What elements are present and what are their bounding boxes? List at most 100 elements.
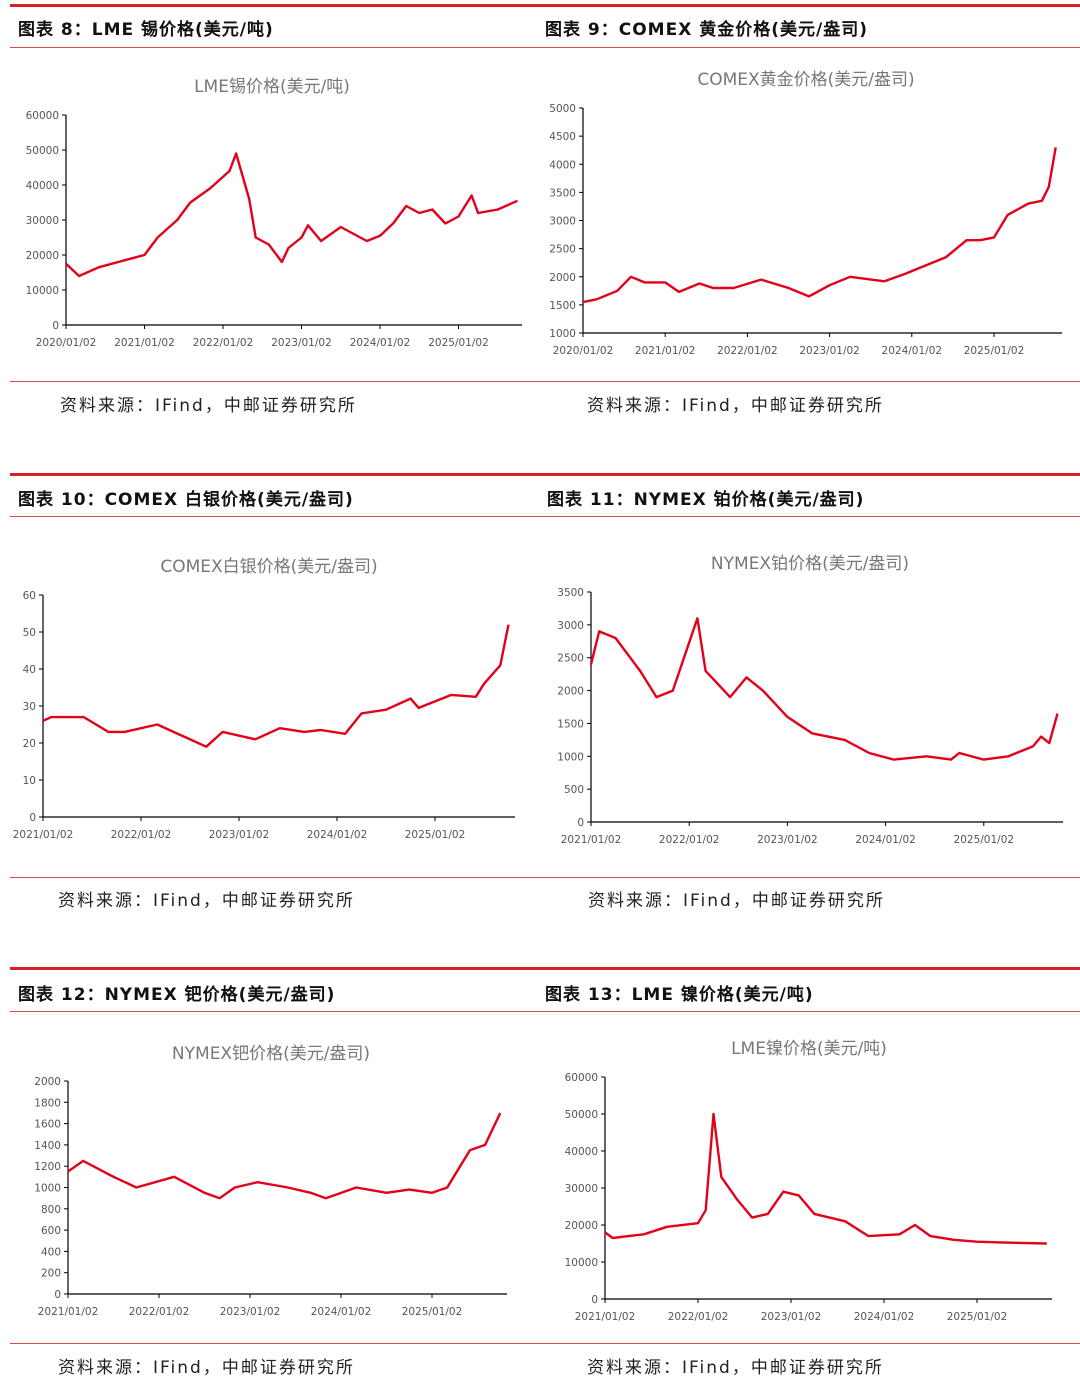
y-tick-label: 20000 bbox=[26, 250, 59, 262]
x-tick-label: 2025/01/02 bbox=[402, 1306, 463, 1318]
section-rule bbox=[10, 381, 1080, 382]
y-tick-label: 1200 bbox=[34, 1161, 61, 1173]
section-rule bbox=[10, 473, 1080, 476]
chart-title: COMEX白银价格(美元/盎司) bbox=[160, 557, 377, 577]
source-note: 资料来源：IFind，中邮证券研究所 bbox=[58, 1358, 355, 1378]
y-tick-label: 1500 bbox=[557, 718, 584, 730]
y-tick-label: 500 bbox=[564, 784, 584, 796]
y-tick-label: 4500 bbox=[549, 131, 576, 143]
x-tick-label: 2023/01/02 bbox=[761, 1311, 822, 1323]
y-tick-label: 2000 bbox=[557, 686, 584, 698]
y-tick-label: 2000 bbox=[34, 1076, 61, 1088]
y-tick-label: 30 bbox=[23, 701, 36, 713]
price-line bbox=[582, 147, 1057, 304]
y-tick-label: 40000 bbox=[26, 180, 59, 192]
y-tick-label: 0 bbox=[52, 320, 59, 332]
section-rule bbox=[10, 1343, 1080, 1344]
chart-title: NYMEX钯价格(美元/盎司) bbox=[172, 1044, 370, 1064]
x-tick-label: 2024/01/02 bbox=[311, 1306, 372, 1318]
y-tick-label: 10 bbox=[23, 775, 36, 787]
x-tick-label: 2025/01/02 bbox=[964, 345, 1025, 357]
y-tick-label: 40000 bbox=[565, 1146, 598, 1158]
y-tick-label: 0 bbox=[591, 1294, 598, 1306]
chart-11: NYMEX铂价格(美元/盎司) 0 500 1000 1500 2000 2500 3000 3… bbox=[557, 554, 1063, 846]
x-tick-label: 2025/01/02 bbox=[954, 834, 1015, 846]
x-tick-label: 2025/01/02 bbox=[428, 337, 489, 349]
x-tick-label: 2023/01/02 bbox=[799, 345, 860, 357]
x-tick-label: 2023/01/02 bbox=[220, 1306, 281, 1318]
y-tick-label: 3500 bbox=[557, 587, 584, 599]
source-note: 资料来源：IFind，中邮证券研究所 bbox=[587, 396, 884, 416]
y-tick-label: 0 bbox=[29, 812, 36, 824]
y-tick-label: 30000 bbox=[565, 1183, 598, 1195]
source-note: 资料来源：IFind，中邮证券研究所 bbox=[587, 1358, 884, 1378]
y-tick-label: 20 bbox=[23, 738, 36, 750]
x-tick-label: 2021/01/02 bbox=[38, 1306, 99, 1318]
figure-header-10: 图表 10：COMEX 白银价格(美元/盎司) bbox=[18, 490, 354, 510]
y-tick-label: 1000 bbox=[549, 328, 576, 340]
x-tick-label: 2022/01/02 bbox=[668, 1311, 729, 1323]
x-tick-label: 2021/01/02 bbox=[635, 345, 696, 357]
y-tick-label: 400 bbox=[41, 1246, 61, 1258]
source-note: 资料来源：IFind，中邮证券研究所 bbox=[588, 891, 885, 911]
y-tick-label: 2000 bbox=[549, 272, 576, 284]
y-tick-label: 50 bbox=[23, 627, 36, 639]
section-rule bbox=[10, 4, 1080, 7]
figure-header-13: 图表 13：LME 镍价格(美元/吨) bbox=[545, 985, 814, 1005]
y-tick-label: 50000 bbox=[26, 145, 59, 157]
x-tick-label: 2024/01/02 bbox=[854, 1311, 915, 1323]
y-tick-label: 10000 bbox=[26, 285, 59, 297]
y-tick-label: 0 bbox=[577, 817, 584, 829]
x-tick-label: 2021/01/02 bbox=[561, 834, 622, 846]
x-tick-label: 2022/01/02 bbox=[717, 345, 778, 357]
chart-8: LME锡价格(美元/吨) 0 10000 20000 30000 40000 50000 60… bbox=[26, 77, 522, 349]
chart-title: LME镍价格(美元/吨) bbox=[731, 1039, 887, 1059]
source-note: 资料来源：IFind，中邮证券研究所 bbox=[60, 396, 357, 416]
y-tick-label: 20000 bbox=[565, 1220, 598, 1232]
y-tick-label: 2500 bbox=[549, 244, 576, 256]
y-tick-label: 600 bbox=[41, 1225, 61, 1237]
chart-13: LME镍价格(美元/吨) 0 10000 20000 30000 40000 50000 60… bbox=[565, 1039, 1052, 1323]
chart-10: COMEX白银价格(美元/盎司) 0 10 20 30 40 50 60 2021/01/02 2… bbox=[13, 557, 515, 841]
x-tick-label: 2021/01/02 bbox=[575, 1311, 636, 1323]
figure-header-9: 图表 9：COMEX 黄金价格(美元/盎司) bbox=[545, 20, 868, 40]
y-tick-label: 50000 bbox=[565, 1109, 598, 1121]
y-tick-label: 3000 bbox=[549, 216, 576, 228]
chart-title: NYMEX铂价格(美元/盎司) bbox=[711, 554, 909, 574]
x-tick-label: 2022/01/02 bbox=[193, 337, 254, 349]
x-tick-label: 2022/01/02 bbox=[129, 1306, 190, 1318]
price-line bbox=[589, 617, 1059, 761]
y-tick-label: 3000 bbox=[557, 620, 584, 632]
figure-header-11: 图表 11：NYMEX 铂价格(美元/盎司) bbox=[547, 490, 865, 510]
x-tick-label: 2022/01/02 bbox=[111, 829, 172, 841]
x-tick-label: 2022/01/02 bbox=[659, 834, 720, 846]
section-rule bbox=[10, 967, 1080, 970]
y-tick-label: 60000 bbox=[565, 1072, 598, 1084]
y-tick-label: 800 bbox=[41, 1204, 61, 1216]
x-tick-label: 2024/01/02 bbox=[855, 834, 916, 846]
y-tick-label: 60 bbox=[23, 590, 36, 602]
section-rule bbox=[10, 47, 1080, 48]
price-line bbox=[604, 1112, 1047, 1245]
x-tick-label: 2023/01/02 bbox=[271, 337, 332, 349]
x-tick-label: 2025/01/02 bbox=[405, 829, 466, 841]
section-rule bbox=[10, 877, 1080, 878]
y-tick-label: 1400 bbox=[34, 1140, 61, 1152]
y-tick-label: 0 bbox=[54, 1289, 61, 1301]
source-note: 资料来源：IFind，中邮证券研究所 bbox=[58, 891, 355, 911]
x-tick-label: 2025/01/02 bbox=[947, 1311, 1008, 1323]
y-tick-label: 3500 bbox=[549, 187, 576, 199]
x-tick-label: 2023/01/02 bbox=[757, 834, 818, 846]
y-tick-label: 1500 bbox=[549, 300, 576, 312]
y-tick-label: 40 bbox=[23, 664, 36, 676]
price-line bbox=[67, 1112, 502, 1200]
x-tick-label: 2024/01/02 bbox=[350, 337, 411, 349]
x-tick-label: 2020/01/02 bbox=[553, 345, 614, 357]
y-tick-label: 10000 bbox=[565, 1257, 598, 1269]
y-tick-label: 200 bbox=[41, 1268, 61, 1280]
y-tick-label: 5000 bbox=[549, 103, 576, 115]
y-tick-label: 30000 bbox=[26, 215, 59, 227]
y-tick-label: 2500 bbox=[557, 653, 584, 665]
